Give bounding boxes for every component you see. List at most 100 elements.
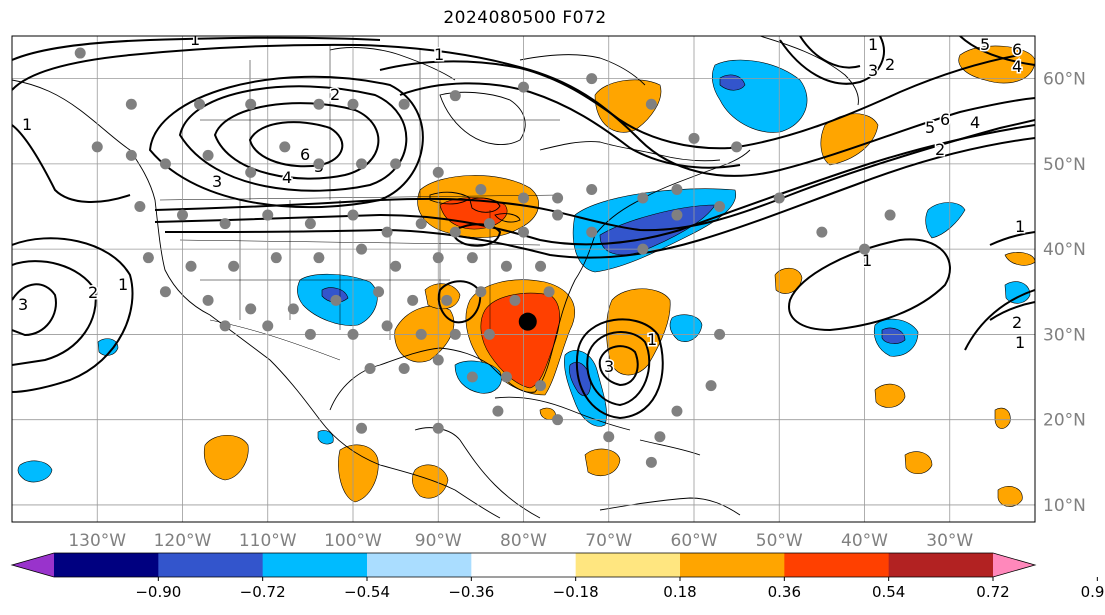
station-dot: [304, 218, 316, 230]
anomaly-positive-region: [204, 434, 249, 481]
map-frame: [11, 35, 1036, 523]
station-dot: [645, 98, 657, 110]
colorbar-tick-label: −0.54: [344, 583, 390, 601]
station-dot: [535, 380, 547, 392]
latitude-label: 30°N: [1043, 325, 1086, 345]
station-dot: [466, 371, 478, 383]
station-dot: [415, 328, 427, 340]
contour-zonal-d: [379, 54, 1021, 150]
anomaly-negative-region: [317, 430, 334, 445]
station-dots: [74, 47, 896, 468]
station-dot: [432, 166, 444, 178]
contour-5-west: [213, 102, 380, 180]
station-dot: [373, 286, 385, 298]
colorbar-extend-low: [12, 553, 54, 577]
contour-2-offshore: [586, 331, 651, 407]
contour-label: 4: [970, 113, 980, 132]
station-dot: [347, 328, 359, 340]
station-dot: [714, 328, 726, 340]
station-dot: [142, 252, 154, 264]
station-dot: [500, 260, 512, 272]
station-dot: [330, 294, 342, 306]
station-dot: [219, 320, 231, 332]
latitude-label: 10°N: [1043, 496, 1086, 516]
station-dot: [859, 243, 870, 255]
station-dot: [347, 209, 359, 221]
latitude-labels: 60°N 50°N 40°N 30°N 20°N 10°N: [1043, 70, 1086, 516]
anomaly-negative-region: [17, 460, 53, 483]
station-dot: [603, 431, 615, 443]
longitude-label: 120°W: [154, 531, 212, 551]
station-dot: [381, 320, 393, 332]
colorbar-tick-label: 0.36: [768, 583, 801, 601]
station-dot: [671, 405, 683, 417]
contour-1-sw: [12, 237, 134, 393]
longitude-label: 110°W: [239, 531, 297, 551]
station-dot: [432, 354, 444, 366]
anomaly-strong-region: [480, 292, 560, 389]
longitude-label: 30°W: [926, 531, 973, 551]
latitude-label: 40°N: [1043, 240, 1086, 260]
contour-label: 6: [300, 145, 310, 164]
graticule: [12, 36, 1035, 522]
station-dot: [637, 243, 649, 255]
contour-1-atlantic: [788, 238, 951, 332]
contour-label: 3: [868, 61, 878, 80]
station-dot: [398, 98, 410, 110]
contour-2-ne: [799, 36, 861, 69]
station-dot: [91, 141, 103, 153]
contour-1-ne: [779, 36, 885, 85]
station-dot: [262, 320, 274, 332]
contour-label: 3: [604, 357, 614, 376]
station-dot: [884, 209, 896, 221]
station-dot: [586, 183, 598, 195]
station-dot: [816, 226, 828, 238]
contour-label: 1: [1015, 217, 1025, 236]
longitude-label: 130°W: [68, 531, 126, 551]
station-dot: [159, 286, 171, 298]
anomaly-negative-region: [925, 202, 966, 239]
contour-6-west: [248, 121, 344, 168]
contour-label: 5: [925, 118, 935, 137]
station-dot: [475, 286, 487, 298]
station-dot: [356, 243, 368, 255]
station-dot: [714, 201, 726, 213]
contour-2-sw: [12, 260, 97, 366]
station-dot: [432, 252, 444, 264]
station-dot: [543, 286, 555, 298]
station-dot: [449, 90, 461, 102]
political-boundaries: [159, 45, 561, 361]
station-dot: [552, 192, 564, 204]
contour-label: 1: [647, 330, 657, 349]
station-dot: [671, 209, 683, 221]
station-dot: [74, 47, 86, 59]
contour-1-east: [964, 289, 1035, 351]
contour-label: 1: [118, 275, 128, 294]
colorbar-segment: [158, 553, 264, 577]
colorbar-segment: [888, 553, 994, 577]
contour-label: 6: [940, 110, 950, 129]
anomaly-strong-negative-region: [569, 361, 591, 396]
station-dot: [449, 328, 461, 340]
contour-1-southeast: [437, 280, 482, 324]
contour-2-east: [989, 301, 1035, 321]
contour-label: 1: [22, 115, 32, 134]
contour-zonal-a: [154, 119, 1035, 232]
station-dot: [287, 303, 299, 315]
colorbar-tick-label: −0.90: [135, 583, 181, 601]
anomaly-positive-region: [994, 407, 1011, 429]
station-dot: [185, 260, 197, 272]
contour-lines: [12, 36, 1035, 420]
contour-label: 1: [434, 45, 444, 64]
station-dot: [586, 226, 598, 238]
station-dot: [313, 252, 325, 264]
anomaly-positive-region: [874, 383, 906, 408]
station-dot: [279, 141, 291, 153]
station-dot: [705, 380, 717, 392]
colorbar: [10, 552, 1037, 578]
latitude-label: 20°N: [1043, 411, 1086, 431]
station-dot: [483, 328, 495, 340]
station-dot: [731, 141, 743, 153]
station-dot: [381, 226, 393, 238]
